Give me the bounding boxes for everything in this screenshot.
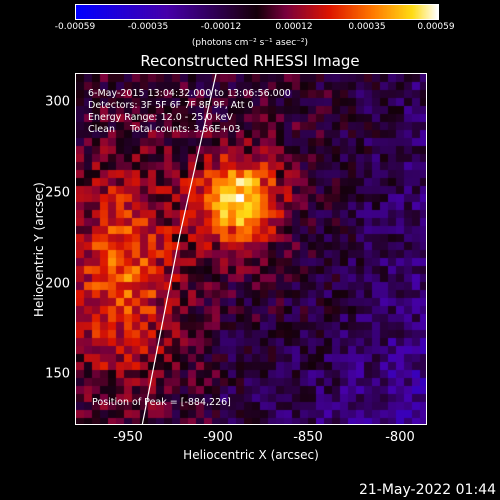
solar-limb-line (141, 74, 217, 424)
colorbar-tick: -0.00035 (127, 22, 169, 32)
image-plot: 6-May-2015 13:04:32.000 to 13:06:56.000 … (75, 73, 427, 425)
x-tick-label: -900 (203, 430, 233, 445)
colorbar-tick: -0.00012 (200, 22, 242, 32)
colorbar-tick: 0.00012 (275, 22, 313, 32)
energy-range-text: Energy Range: 12.0 - 25.0 keV (88, 112, 233, 123)
time-range-text: 6-May-2015 13:04:32.000 to 13:06:56.000 (88, 88, 291, 99)
y-tick-label: 250 (45, 185, 70, 201)
x-tick-label: -800 (385, 430, 415, 445)
x-tick-label: -950 (113, 430, 143, 445)
colorbar (75, 4, 439, 20)
y-tick-label: 300 (45, 94, 70, 110)
y-tick-label: 150 (45, 366, 70, 382)
limb-overlay (141, 74, 217, 424)
detectors-text: Detectors: 3F 5F 6F 7F 8F 9F, Att 0 (88, 100, 254, 111)
x-tick-label: -850 (293, 430, 323, 445)
y-axis-label: Heliocentric Y (arcsec) (32, 182, 46, 317)
clean-counts-text: Clean Total counts: 3.66E+03 (88, 124, 241, 135)
colorbar-tick: 0.00059 (417, 22, 455, 32)
x-axis-label: Heliocentric X (arcsec) (183, 448, 319, 462)
peak-position-text: Position of Peak = [-884,226] (92, 397, 231, 408)
timestamp-footer: 21-May-2022 01:44 (358, 482, 496, 498)
colorbar-units: (photons cm⁻² s⁻¹ asec⁻²) (191, 38, 309, 48)
colorbar-tick: 0.00035 (348, 22, 386, 32)
colorbar-tick: -0.00059 (54, 22, 96, 32)
y-tick-label: 200 (45, 276, 70, 292)
plot-title: Reconstructed RHESSI Image (140, 52, 360, 70)
heatmap-image (76, 74, 426, 424)
